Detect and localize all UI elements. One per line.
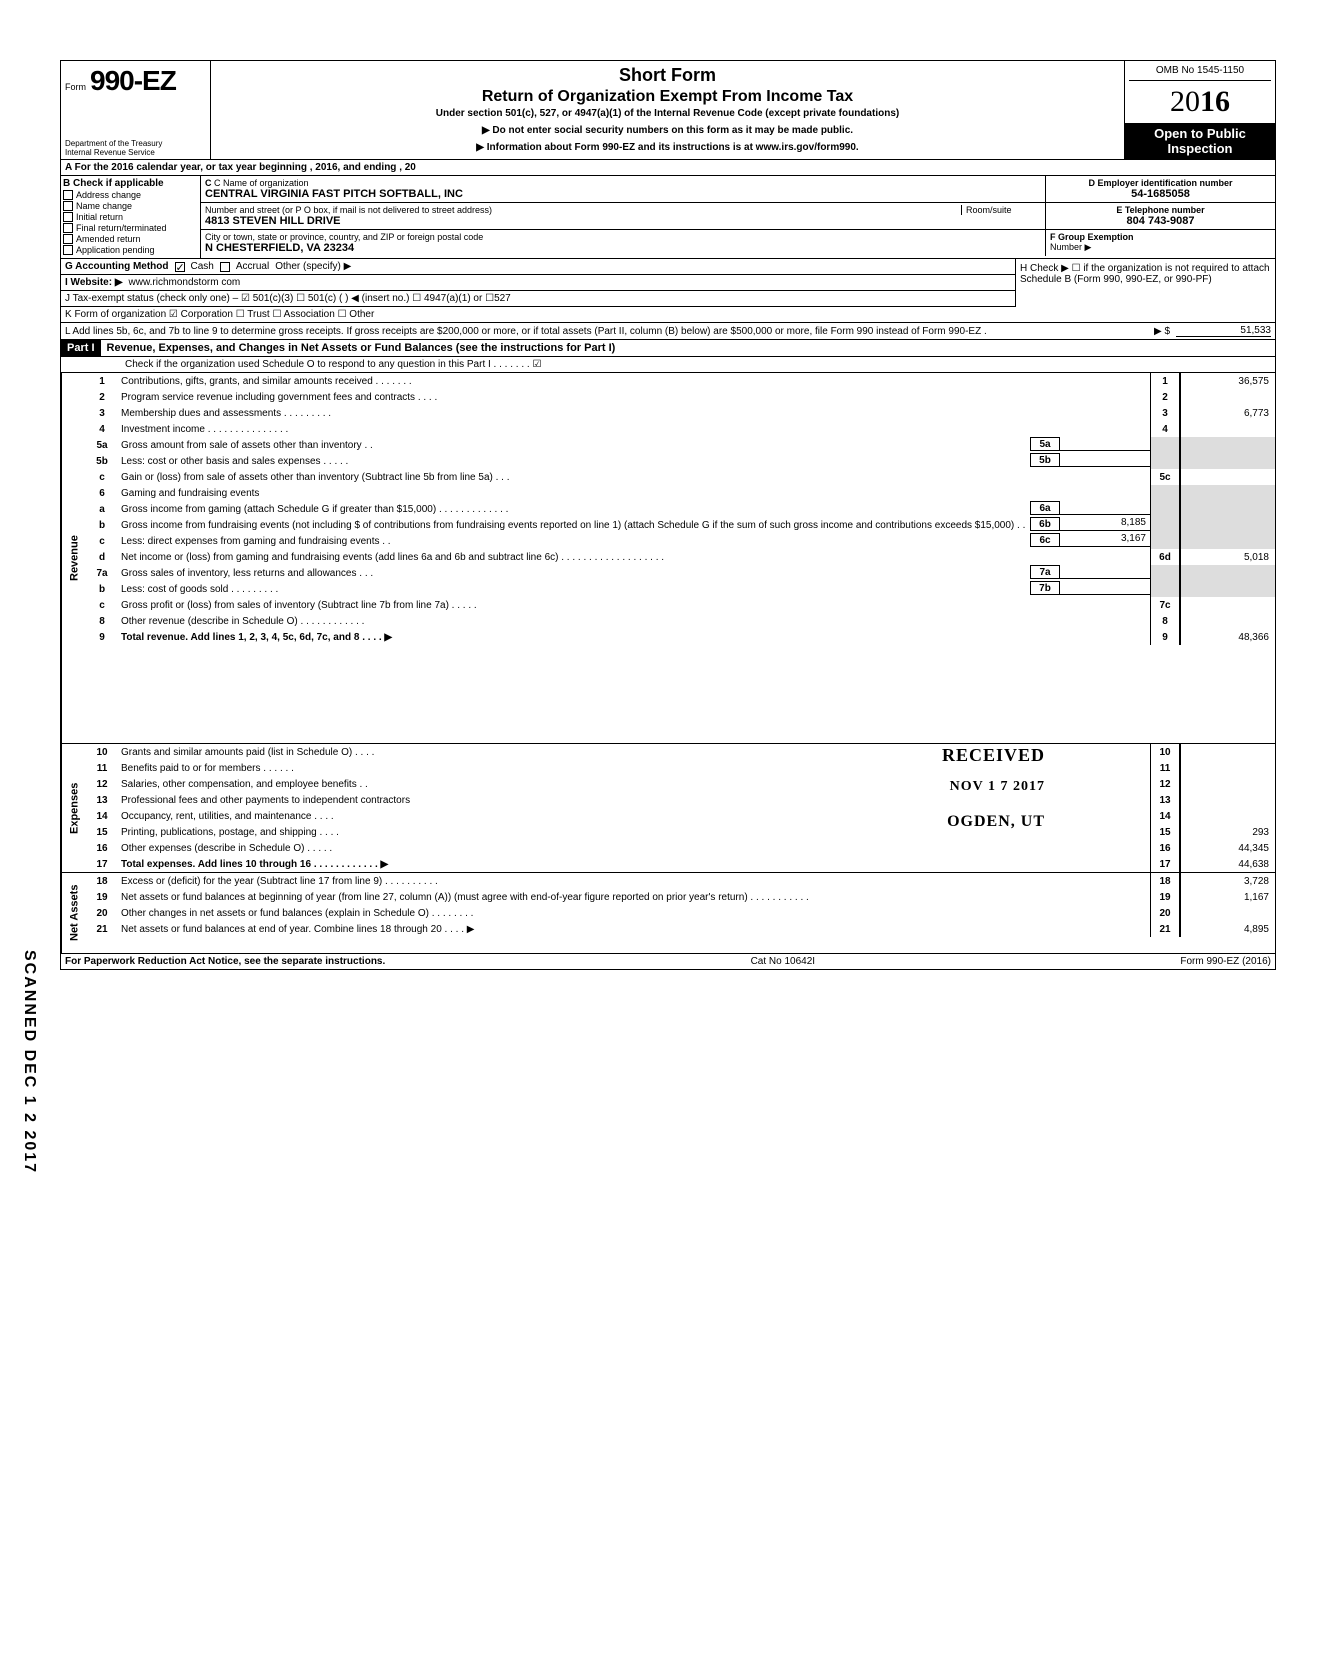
line-4: 4Investment income . . . . . . . . . . .…: [87, 421, 1275, 437]
section-f-label: F Group Exemption: [1050, 232, 1271, 242]
paperwork-notice: For Paperwork Reduction Act Notice, see …: [65, 956, 385, 967]
form-footer: For Paperwork Reduction Act Notice, see …: [61, 953, 1275, 969]
room-label: Room/suite: [961, 205, 1041, 215]
line-a-tax-year: A For the 2016 calendar year, or tax yea…: [61, 160, 1275, 176]
entity-info: B Check if applicable Address change Nam…: [61, 176, 1275, 259]
section-c-label: C C Name of organization: [205, 178, 1041, 188]
scanned-stamp: SCANNED DEC 1 2 2017: [20, 950, 38, 1174]
line-2: 2Program service revenue including gover…: [87, 389, 1275, 405]
tax-year: 2016: [1129, 85, 1271, 119]
line-18: 18Excess or (deficit) for the year (Subt…: [87, 873, 1275, 889]
line-16: 16Other expenses (describe in Schedule O…: [87, 840, 1275, 856]
dept-irs: Internal Revenue Service: [65, 148, 162, 157]
line-k: K Form of organization ☑ Corporation ☐ T…: [61, 307, 1275, 323]
line-20: 20Other changes in net assets or fund ba…: [87, 905, 1275, 921]
street-label: Number and street (or P O box, if mail i…: [205, 205, 961, 215]
website: www.richmondstorm com: [129, 277, 241, 288]
org-name: CENTRAL VIRGINIA FAST PITCH SOFTBALL, IN…: [205, 188, 1041, 200]
line-21: 21Net assets or fund balances at end of …: [87, 921, 1275, 937]
checkbox-cash[interactable]: [175, 262, 185, 272]
dept-treasury: Department of the Treasury: [65, 139, 162, 148]
header-right: OMB No 1545-1150 2016 Open to Public Ins…: [1125, 61, 1275, 159]
section-def: D Employer identification number 54-1685…: [1045, 176, 1275, 256]
opt-name-change[interactable]: Name change: [63, 201, 198, 211]
line-6: 6Gaming and fundraising events: [87, 485, 1275, 501]
form-990ez: Form 990-EZ Department of the Treasury I…: [60, 60, 1276, 970]
checkbox-accrual[interactable]: [220, 262, 230, 272]
line-5a: 5aGross amount from sale of assets other…: [87, 437, 1275, 453]
opt-application-pending[interactable]: Application pending: [63, 245, 198, 255]
title-return: Return of Organization Exempt From Incom…: [217, 88, 1118, 106]
header-center: Short Form Return of Organization Exempt…: [211, 61, 1125, 159]
org-street: 4813 STEVEN HILL DRIVE: [205, 215, 1041, 227]
header-left: Form 990-EZ Department of the Treasury I…: [61, 61, 211, 159]
form-label: Form: [65, 82, 86, 92]
line-12: 12Salaries, other compensation, and empl…: [87, 776, 1275, 792]
city-label: City or town, state or province, country…: [205, 232, 1041, 242]
title-short-form: Short Form: [217, 65, 1118, 86]
section-b-label: B Check if applicable: [63, 178, 198, 189]
info-link: ▶ Information about Form 990-EZ and its …: [217, 142, 1118, 153]
opt-final-return[interactable]: Final return/terminated: [63, 223, 198, 233]
line-i: I Website: ▶ www.richmondstorm com: [61, 275, 1015, 291]
part-1-schedule-o: Check if the organization used Schedule …: [61, 357, 1275, 373]
opt-initial-return[interactable]: Initial return: [63, 212, 198, 222]
line-b: bLess: cost of goods sold . . . . . . . …: [87, 581, 1275, 597]
cat-number: Cat No 10642I: [751, 956, 816, 967]
revenue-label: Revenue: [61, 373, 87, 743]
opt-address-change[interactable]: Address change: [63, 190, 198, 200]
line-b: bGross income from fundraising events (n…: [87, 517, 1275, 533]
org-city: N CHESTERFIELD, VA 23234: [205, 242, 1041, 254]
line-a: aGross income from gaming (attach Schedu…: [87, 501, 1275, 517]
ein: 54-1685058: [1050, 188, 1271, 200]
line-d: dNet income or (loss) from gaming and fu…: [87, 549, 1275, 565]
line-15: 15Printing, publications, postage, and s…: [87, 824, 1275, 840]
line-j: J Tax-exempt status (check only one) – ☑…: [61, 291, 1015, 307]
form-number: 990-EZ: [90, 65, 176, 97]
line-7a: 7aGross sales of inventory, less returns…: [87, 565, 1275, 581]
section-b: B Check if applicable Address change Nam…: [61, 176, 201, 258]
expenses-label: Expenses: [61, 744, 87, 872]
omb-number: OMB No 1545-1150: [1129, 65, 1271, 81]
under-section: Under section 501(c), 527, or 4947(a)(1)…: [217, 108, 1118, 119]
section-c-wrapper: C C Name of organization CENTRAL VIRGINI…: [201, 176, 1275, 258]
gross-receipts: 51,533: [1176, 325, 1271, 337]
line-c: cGross profit or (loss) from sales of in…: [87, 597, 1275, 613]
section-f-number: Number ▶: [1050, 242, 1271, 253]
line-19: 19Net assets or fund balances at beginni…: [87, 889, 1275, 905]
line-14: 14Occupancy, rent, utilities, and mainte…: [87, 808, 1275, 824]
line-3: 3Membership dues and assessments . . . .…: [87, 405, 1275, 421]
line-c: cLess: direct expenses from gaming and f…: [87, 533, 1275, 549]
line-g: G Accounting Method Cash Accrual Other (…: [61, 259, 1015, 275]
line-10: 10Grants and similar amounts paid (list …: [87, 744, 1275, 760]
form-ref: Form 990-EZ (2016): [1180, 956, 1271, 967]
line-5b: 5bLess: cost or other basis and sales ex…: [87, 453, 1275, 469]
line-h: H Check ▶ ☐ if the organization is not r…: [1015, 259, 1275, 307]
open-to-public: Open to Public Inspection: [1125, 123, 1275, 159]
line-8: 8Other revenue (describe in Schedule O) …: [87, 613, 1275, 629]
ssn-warning: ▶ Do not enter social security numbers o…: [217, 125, 1118, 136]
opt-amended-return[interactable]: Amended return: [63, 234, 198, 244]
line-9: 9Total revenue. Add lines 1, 2, 3, 4, 5c…: [87, 629, 1275, 645]
line-l: L Add lines 5b, 6c, and 7b to line 9 to …: [61, 323, 1275, 340]
form-header: Form 990-EZ Department of the Treasury I…: [61, 61, 1275, 160]
part-1-table: Revenue 1Contributions, gifts, grants, a…: [61, 373, 1275, 953]
part-1-header: Part I Revenue, Expenses, and Changes in…: [61, 340, 1275, 357]
line-c: cGain or (loss) from sale of assets othe…: [87, 469, 1275, 485]
line-1: 1Contributions, gifts, grants, and simil…: [87, 373, 1275, 389]
netassets-label: Net Assets: [61, 873, 87, 953]
line-13: 13Professional fees and other payments t…: [87, 792, 1275, 808]
line-17: 17Total expenses. Add lines 10 through 1…: [87, 856, 1275, 872]
line-11: 11Benefits paid to or for members . . . …: [87, 760, 1275, 776]
phone: 804 743-9087: [1050, 215, 1271, 227]
section-d-label: D Employer identification number: [1050, 178, 1271, 188]
section-e-label: E Telephone number: [1050, 205, 1271, 215]
